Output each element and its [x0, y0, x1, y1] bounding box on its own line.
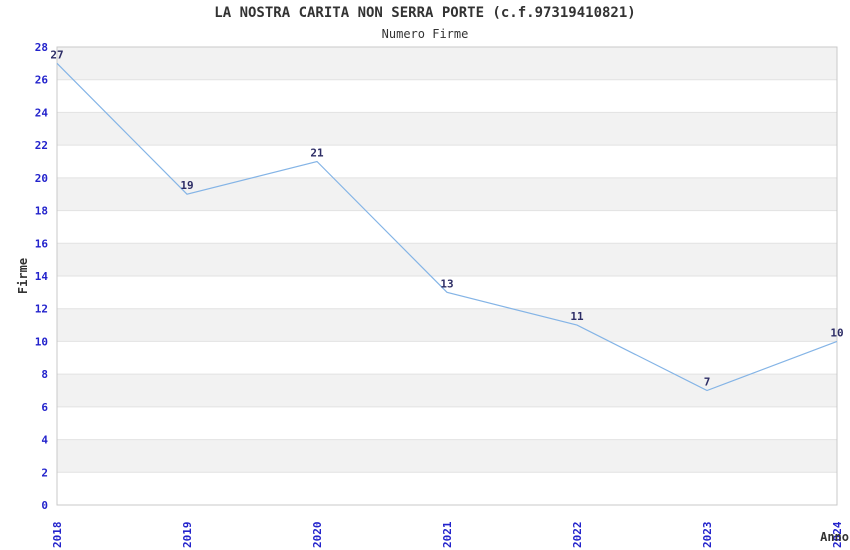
- y-axis-label: Firme: [16, 258, 30, 294]
- grid-band: [57, 439, 837, 473]
- y-tick-label: 28: [35, 41, 48, 54]
- y-tick-label: 6: [41, 401, 48, 414]
- y-tick-label: 2: [41, 466, 48, 479]
- data-label: 13: [440, 277, 453, 290]
- x-tick-label: 2019: [181, 522, 194, 549]
- grid-band: [57, 308, 837, 342]
- plot-border: [56, 46, 838, 506]
- y-tick-label: 12: [35, 303, 48, 316]
- y-tick-label: 16: [35, 237, 49, 250]
- x-tick-label: 2023: [701, 522, 714, 549]
- chart-title: LA NOSTRA CARITA NON SERRA PORTE (c.f.97…: [214, 5, 636, 21]
- y-tick-label: 4: [41, 434, 48, 447]
- series-line: [56, 62, 838, 392]
- grid-band: [57, 177, 837, 211]
- grid-band: [57, 47, 837, 80]
- x-tick-label: 2024: [831, 521, 844, 548]
- data-label: 21: [310, 147, 324, 160]
- y-tick-label: 24: [35, 106, 49, 119]
- y-tick-label: 10: [35, 335, 48, 348]
- y-tick-label: 20: [35, 172, 48, 185]
- data-label: 19: [180, 179, 193, 192]
- x-axis-label: Anno: [820, 530, 849, 544]
- grid-band: [57, 243, 837, 276]
- y-tick-label: 18: [35, 205, 48, 218]
- y-tick-label: 0: [41, 499, 48, 512]
- data-label: 11: [570, 310, 584, 323]
- x-tick-label: 2020: [311, 522, 324, 549]
- y-tick-label: 14: [35, 270, 49, 283]
- data-label: 7: [704, 376, 711, 389]
- data-label: 10: [830, 326, 843, 339]
- x-tick-label: 2021: [441, 521, 454, 548]
- y-tick-label: 26: [35, 74, 49, 87]
- chart-subtitle: Numero Firme: [381, 27, 469, 41]
- x-tick-label: 2022: [571, 522, 584, 549]
- grid-band: [57, 112, 837, 146]
- y-tick-label: 8: [41, 368, 48, 381]
- x-tick-label: 2018: [51, 522, 64, 549]
- data-label: 27: [50, 48, 63, 61]
- y-tick-label: 22: [35, 139, 48, 152]
- grid-band: [57, 374, 837, 407]
